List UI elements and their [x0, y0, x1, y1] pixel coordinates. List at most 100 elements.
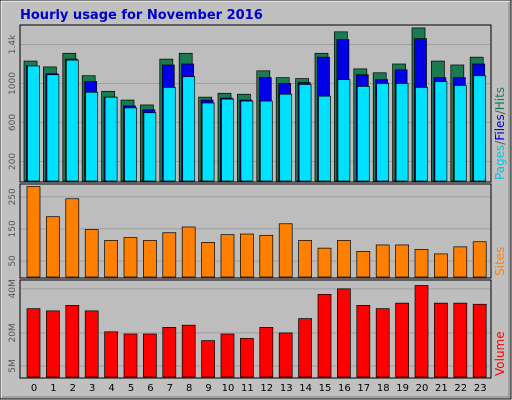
sites-bar: [104, 240, 118, 278]
x-tick-label: 12: [260, 383, 273, 394]
x-tick-label: 23: [474, 383, 487, 394]
y-axis-ticks: 200 600 1000 1.4k 50 150 250 5M 20M 40M: [8, 34, 18, 373]
volume-bar: [375, 308, 390, 378]
volume-bar: [259, 327, 274, 378]
sites-bar: [181, 226, 196, 278]
x-tick-label: 1: [50, 383, 56, 394]
legend-pages: Pages: [493, 145, 507, 180]
volume-bar: [143, 333, 157, 378]
pages-bar: [434, 81, 448, 182]
pages-bar: [124, 107, 137, 182]
legend-slash-1: /: [493, 140, 507, 145]
pages-bar: [415, 87, 428, 182]
sites-bar: [356, 250, 371, 278]
volume-bar: [201, 340, 215, 378]
sites-bar: [162, 232, 177, 278]
sites-bar: [375, 244, 390, 278]
y-tick-label: 20M: [8, 323, 18, 342]
volume-bar: [181, 324, 196, 378]
pages-bar: [201, 102, 215, 182]
y-tick-label: 600: [8, 114, 18, 131]
sites-bar: [220, 234, 235, 278]
sites-bar: [240, 233, 254, 278]
x-tick-label: 6: [147, 383, 153, 394]
pages-bar: [318, 95, 331, 182]
y-tick-label: 150: [8, 220, 18, 237]
x-tick-label: 16: [338, 383, 351, 394]
chart-title: Hourly usage for November 2016: [20, 8, 263, 23]
volume-bar: [220, 333, 235, 378]
sites-bar: [317, 247, 332, 278]
volume-axis-label: Volume: [493, 331, 507, 376]
x-tick-label: 18: [377, 383, 390, 394]
legend-files: Files: [493, 114, 507, 140]
volume-bar: [337, 288, 351, 378]
pages-files-hits-axis-label: Pages/Files/Hits: [493, 87, 507, 180]
y-tick-label: 200: [8, 153, 18, 170]
x-tick-label: 3: [89, 383, 95, 394]
volume-bar: [395, 302, 409, 378]
pages-bar: [395, 83, 409, 182]
volume-bar: [434, 302, 448, 378]
pages-bar: [85, 91, 99, 182]
x-tick-label: 4: [108, 383, 114, 394]
sites-bar: [65, 198, 80, 278]
x-tick-label: 13: [280, 383, 293, 394]
sites-bar: [414, 249, 429, 278]
y-tick-label: 250: [8, 188, 18, 205]
x-tick-label: 10: [222, 383, 235, 394]
sites-bar: [46, 216, 60, 278]
pages-bar: [298, 84, 312, 182]
pages-bar: [182, 76, 196, 182]
volume-bar: [298, 318, 312, 378]
y-tick-label: 50: [8, 255, 18, 267]
chart-bars: [23, 27, 487, 378]
x-tick-label: 20: [416, 383, 429, 394]
pages-bar: [27, 65, 40, 182]
pages-bar: [279, 93, 293, 182]
volume-bar: [162, 327, 177, 378]
sites-bar: [123, 237, 138, 278]
volume-bar: [104, 331, 118, 378]
x-tick-label: 19: [396, 383, 409, 394]
x-axis-ticks: 0 1 2 3 4 5 6 7 8 9 10 11 12 13 14 15 16 17 18 19 20 21 22 23: [31, 383, 487, 394]
sites-bar: [259, 234, 274, 278]
pages-bar: [473, 75, 487, 182]
y-tick-label: 40M: [8, 279, 18, 298]
x-tick-label: 21: [435, 383, 448, 394]
sites-bar: [201, 242, 215, 278]
x-tick-label: 15: [319, 383, 332, 394]
x-tick-label: 22: [454, 383, 467, 394]
pages-bar: [453, 85, 467, 182]
volume-bar: [46, 310, 60, 378]
pages-bar: [337, 79, 351, 182]
x-tick-label: 17: [357, 383, 370, 394]
sites-bar: [26, 186, 41, 278]
x-tick-label: 8: [186, 383, 192, 394]
sites-bar: [472, 241, 487, 278]
pages-bar: [376, 83, 390, 182]
pages-bar: [240, 100, 254, 182]
x-tick-label: 9: [205, 383, 211, 394]
volume-bar: [472, 303, 487, 378]
pages-bar: [221, 98, 234, 182]
sites-bar: [84, 229, 99, 278]
legend-hits: Hits: [493, 87, 507, 110]
volume-bar: [356, 305, 371, 378]
volume-bar: [65, 305, 80, 378]
x-tick-label: 14: [299, 383, 312, 394]
y-tick-label: 1.4k: [8, 34, 18, 54]
sites-bar: [337, 240, 351, 278]
sites-bar: [434, 253, 448, 278]
volume-bar: [453, 302, 468, 378]
pages-bar: [46, 74, 60, 182]
volume-bar: [414, 285, 429, 378]
x-tick-label: 11: [241, 383, 254, 394]
pages-bar: [143, 112, 157, 182]
pages-bar: [162, 87, 176, 182]
pages-bar: [259, 100, 273, 182]
x-tick-label: 7: [167, 383, 173, 394]
volume-bar: [84, 310, 99, 378]
volume-bar: [240, 338, 254, 378]
